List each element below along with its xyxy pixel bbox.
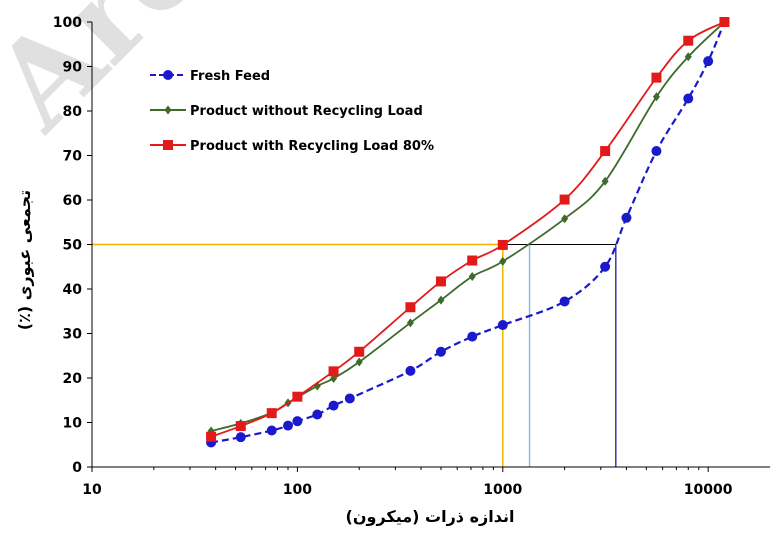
series-2-point-14 [719,17,730,27]
y-tick-label-80: 80 [63,104,83,120]
series-0-point-5 [312,409,323,420]
series-1-point-8 [437,295,445,305]
series-line-0 [210,21,726,444]
series-2-point-9 [497,239,508,250]
y-tick-label-60: 60 [63,193,83,209]
series-2-point-10 [559,194,570,205]
series-1-point-11 [561,214,569,224]
y-axis-title: تجمعی عبوری (٪) [15,190,34,330]
series-0-point-13 [600,261,611,272]
series-2-point-12 [651,72,662,83]
legend-marker-2 [163,140,173,150]
y-tick-label-100: 100 [53,15,82,31]
y-tick-label-20: 20 [63,371,83,387]
series-1-point-10 [499,256,507,266]
series-0-point-7 [344,393,355,404]
series-2-point-3 [292,391,303,402]
legend-marker-0 [163,70,173,80]
series-0-point-12 [559,296,570,307]
y-tick-label-0: 0 [72,460,82,476]
legend-marker-1 [164,105,172,115]
series-1-point-12 [601,176,609,186]
series-2-point-13 [683,35,694,46]
series-2-point-4 [328,366,339,377]
y-tick-label-30: 30 [63,327,83,343]
series-0-point-17 [703,56,714,67]
x-axis-title: اندازه ذرات (میکرون) [346,507,515,526]
y-tick-label-40: 40 [63,282,83,298]
series-0-point-9 [435,346,446,357]
series-0-point-8 [405,365,416,376]
series-0-point-10 [467,331,478,342]
series-0-point-6 [328,400,339,411]
series-1-point-13 [652,92,660,102]
reference-lines [92,243,617,467]
x-tick-label-10000: 10000 [684,482,733,498]
series-1-point-14 [684,52,692,62]
legend-label-1: Product without Recycling Load [190,104,423,119]
series-0-point-11 [497,320,508,331]
series-0-point-3 [282,420,293,431]
series-0-point-14 [621,212,632,223]
series-2-point-8 [467,255,478,266]
x-tick-label-100: 100 [283,482,312,498]
y-tick-label-70: 70 [63,149,83,165]
series-2-point-5 [354,346,365,357]
series-line-1 [210,21,726,432]
y-tick-label-50: 50 [63,238,83,254]
series-2-point-1 [235,421,246,432]
legend-label-2: Product with Recycling Load 80% [190,139,434,154]
x-tick-label-1000: 1000 [483,482,522,498]
series-0-point-16 [683,93,694,104]
series-2-point-2 [266,408,277,419]
data-series [206,17,730,448]
series-line-2 [210,21,725,438]
series-0-point-1 [235,432,246,443]
legend: Fresh Feed Product without Recycling Load… [150,69,434,154]
series-1 [207,17,728,436]
x-tick-label-10: 10 [82,482,102,498]
y-tick-label-90: 90 [63,60,83,76]
series-0-point-15 [651,146,662,157]
series-1-point-9 [468,272,476,282]
series-0-point-4 [292,416,303,427]
series-0 [206,17,730,448]
series-2-point-7 [435,276,446,287]
series-2 [206,17,730,442]
legend-label-0: Fresh Feed [190,69,270,84]
series-2-point-6 [405,302,416,313]
series-0-point-2 [266,425,277,436]
series-2-point-0 [206,431,217,442]
series-1-point-7 [406,318,414,328]
series-2-point-11 [600,146,611,157]
series-1-point-6 [355,357,363,367]
y-tick-label-10: 10 [63,416,83,432]
